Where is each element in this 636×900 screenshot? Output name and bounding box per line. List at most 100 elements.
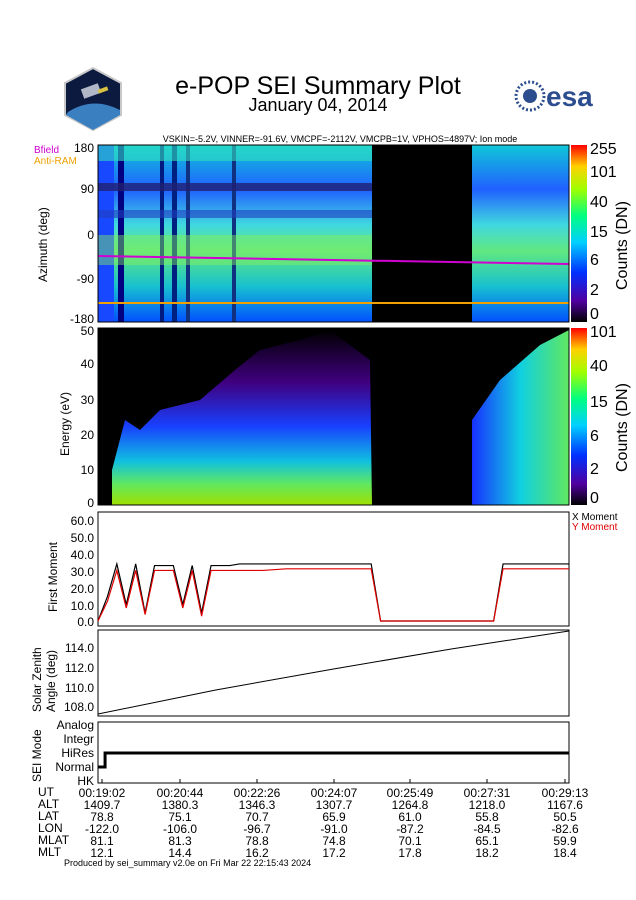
table-cell: 61.0 <box>398 810 422 824</box>
azimuth-tick-0: 0 <box>87 228 94 242</box>
table-cell: 81.3 <box>168 834 192 848</box>
moment-tick-0: 0.0 <box>77 615 94 629</box>
row-label-alt: ALT <box>38 797 60 811</box>
first-moment-axis-label: First Moment <box>46 541 60 612</box>
sza-tick-110: 110.0 <box>64 681 94 695</box>
mode-level-normal: Normal <box>55 760 94 774</box>
legend-bfield: Bfield <box>34 145 60 156</box>
energy-spectrogram <box>97 327 570 506</box>
table-cell: 65.1 <box>475 834 499 848</box>
table-cell: 65.9 <box>322 810 346 824</box>
page-date: January 04, 2014 <box>248 95 388 115</box>
table-cell: 00:22:26 <box>233 786 281 800</box>
cbar1-tick-40: 40 <box>590 194 608 211</box>
table-cell: 59.9 <box>553 834 577 848</box>
azimuth-tick-neg180: -180 <box>69 312 94 326</box>
table-cell: 12.1 <box>90 846 114 860</box>
row-label-mlt: MLT <box>38 845 62 859</box>
solar-zenith-label-1: Solar Zenith <box>30 647 44 712</box>
mode-level-analog: Analog <box>56 718 94 732</box>
cbar1-tick-6: 6 <box>590 252 599 269</box>
table-cell: 00:19:02 <box>78 786 126 800</box>
sei-mode-line <box>98 751 569 769</box>
table-cell: 18.4 <box>553 846 577 860</box>
azimuth-tick-90: 90 <box>80 182 94 196</box>
row-label-lat: LAT <box>38 809 60 823</box>
table-cell: -122.0 <box>84 822 120 836</box>
esa-logo-icon: esa <box>514 80 593 112</box>
table-cell: 75.1 <box>168 810 192 824</box>
table-cell: 1307.7 <box>315 798 353 812</box>
energy-tick-40: 40 <box>80 357 94 371</box>
azimuth-tick-180: 180 <box>73 141 94 155</box>
moment-tick-10: 10.0 <box>70 599 94 613</box>
table-cell: -82.6 <box>551 822 579 836</box>
energy-tick-0: 0 <box>87 496 94 510</box>
cbar1-tick-15: 15 <box>590 224 608 241</box>
sza-tick-114: 114.0 <box>64 641 94 655</box>
energy-tick-50: 50 <box>80 324 94 338</box>
table-cell: 78.8 <box>245 834 269 848</box>
mode-level-hires: HiRes <box>61 746 94 760</box>
moment-tick-50: 50.0 <box>70 531 94 545</box>
time-ticks <box>101 779 566 783</box>
table-cell: -91.0 <box>320 822 348 836</box>
legend-y-moment: Y Moment <box>572 522 618 533</box>
cbar2-tick-2: 2 <box>590 461 599 478</box>
table-cell: 00:24:07 <box>310 786 358 800</box>
row-label-mlat: MLAT <box>38 833 70 847</box>
table-cell: 00:29:13 <box>541 786 589 800</box>
esa-logo: esa <box>512 78 622 116</box>
mission-patch-icon <box>64 66 122 132</box>
energy-colorbar <box>571 328 587 505</box>
table-cell: 17.2 <box>322 846 346 860</box>
first-moment-plot <box>97 511 570 627</box>
mission-logo <box>60 66 126 132</box>
svg-text:esa: esa <box>546 81 593 112</box>
table-cell: 1167.6 <box>547 798 583 812</box>
table-cell: 1409.7 <box>83 798 121 812</box>
table-cell: 81.1 <box>90 834 114 848</box>
mode-level-hk: HK <box>77 774 94 788</box>
sei-mode-plot <box>97 721 570 784</box>
cbar1-tick-0: 0 <box>590 306 599 323</box>
mode-level-integr: Integr <box>63 732 94 746</box>
footer-credit: Produced by sei_summary v2.0e on Fri Mar… <box>64 858 312 868</box>
cbar2-tick-40: 40 <box>590 358 608 375</box>
cbar2-tick-0: 0 <box>590 490 599 507</box>
table-cell: 55.8 <box>475 810 499 824</box>
legend-x-moment: X Moment <box>572 512 618 523</box>
table-cell: 14.4 <box>168 846 192 860</box>
cbar1-label: Counts (DN) <box>614 201 631 290</box>
row-label-lon: LON <box>38 821 63 835</box>
cbar2-label: Counts (DN) <box>614 383 631 472</box>
instrument-parameters: VSKIN=-5.2V, VINNER=-91.6V, VMCPF=-2112V… <box>162 134 518 144</box>
azimuth-axis-label: Azimuth (deg) <box>36 207 50 282</box>
row-label-ut: UT <box>38 785 54 799</box>
table-cell: 70.7 <box>245 810 269 824</box>
cbar2-tick-101: 101 <box>590 324 617 341</box>
table-cell: -106.0 <box>162 822 198 836</box>
table-cell: 17.8 <box>398 846 422 860</box>
azimuth-tick-neg90: -90 <box>76 272 94 286</box>
legend-anti-ram: Anti-RAM <box>34 156 77 167</box>
table-cell: 1218.0 <box>468 798 506 812</box>
table-cell: -96.7 <box>243 822 271 836</box>
table-cell: 50.5 <box>553 810 577 824</box>
table-cell: 70.1 <box>398 834 422 848</box>
cbar1-tick-101: 101 <box>590 164 617 181</box>
sza-tick-112: 112.0 <box>64 661 94 675</box>
table-cell: -84.5 <box>473 822 501 836</box>
table-cell: 00:27:31 <box>463 786 511 800</box>
moment-tick-60: 60.0 <box>70 514 94 528</box>
azimuth-colorbar <box>571 145 587 322</box>
table-cell: 1346.3 <box>238 798 276 812</box>
moment-tick-40: 40.0 <box>70 548 94 562</box>
table-cell: -87.2 <box>396 822 424 836</box>
table-cell: 1264.8 <box>391 798 429 812</box>
solar-zenith-plot <box>97 629 570 717</box>
energy-tick-10: 10 <box>80 463 94 477</box>
page-title: e-POP SEI Summary Plot <box>175 72 461 100</box>
